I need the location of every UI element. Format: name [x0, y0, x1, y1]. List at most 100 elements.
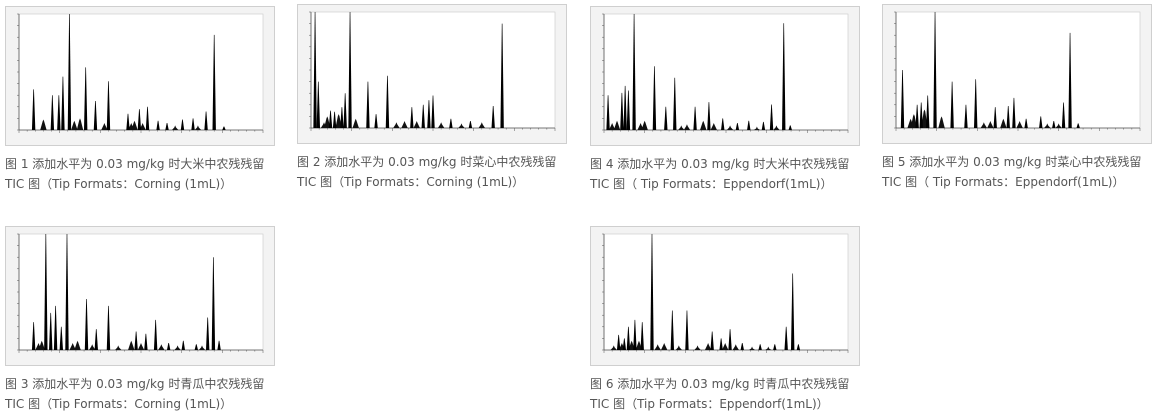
chromatogram-peak [782, 23, 786, 131]
chromatogram-peak [366, 81, 370, 128]
figure-2: 图 2 添加水平为 0.03 mg/kg 时菜心中农残残留 TIC 图（Tip … [297, 4, 567, 192]
chromatogram-peak [181, 340, 185, 350]
chromatogram-peak [1076, 123, 1080, 128]
chromatogram-peak [652, 66, 657, 130]
chromatogram-peak [761, 121, 766, 130]
noise-peak [128, 340, 135, 350]
chromatogram-peak [788, 125, 792, 130]
figure-6: 图 6 添加水平为 0.03 mg/kg 时青瓜中农残残留 TIC 图（Tip … [590, 226, 860, 414]
chromatogram-peak [222, 126, 226, 130]
noise-peak [174, 345, 181, 350]
noise-peak [74, 340, 81, 350]
chromatogram-peak [166, 343, 171, 350]
noise-peak [1044, 123, 1051, 128]
noise-peak [139, 123, 146, 130]
noise-peak [675, 345, 683, 350]
chromatogram-peak [623, 85, 627, 130]
chromatogram-peak [964, 104, 968, 128]
plot-area [603, 13, 849, 131]
chromatogram-peak [427, 100, 431, 128]
noise-peak [198, 345, 206, 350]
noise-peak [654, 344, 661, 350]
chromatogram-peak [796, 344, 801, 350]
chromatogram-peak [784, 326, 788, 350]
noise-peak [700, 120, 707, 130]
chromatogram-peak [217, 340, 221, 350]
tic-chart-1 [5, 6, 275, 146]
chromatogram-peak [328, 110, 333, 128]
chromatogram-peak [993, 107, 997, 128]
chromatogram-peak [93, 101, 98, 130]
chromatogram-peak [740, 343, 744, 350]
figure-5: 图 5 添加水平为 0.03 mg/kg 时菜心中农残残留 TIC 图（ Tip… [882, 4, 1152, 192]
chromatogram-peak [49, 312, 53, 350]
noise-peak [171, 125, 179, 130]
figure-1: 图 1 添加水平为 0.03 mg/kg 时大米中农残残留 TIC 图（Tip … [5, 6, 275, 194]
noise-peak [38, 340, 45, 350]
chromatogram-peak [83, 67, 88, 130]
plot-area [895, 11, 1141, 129]
noise-peak [765, 346, 772, 350]
chromatogram-peak [61, 76, 65, 130]
noise-peak [1016, 121, 1023, 128]
caption-line-1: 图 5 添加水平为 0.03 mg/kg 时菜心中农残残留 [882, 155, 1142, 169]
noise-peak [131, 120, 138, 130]
figure-caption: 图 4 添加水平为 0.03 mg/kg 时大米中农残残留 TIC 图（ Tip… [590, 154, 860, 194]
chromatogram-peak [710, 331, 714, 350]
chromatogram-peak [94, 329, 98, 350]
chromatogram-peak [620, 92, 624, 130]
noise-peak [683, 124, 691, 130]
caption-line-1: 图 4 添加水平为 0.03 mg/kg 时大米中农残残留 [590, 157, 850, 171]
noise-peak [71, 120, 78, 130]
noise-peak [678, 125, 685, 130]
noise-peak [726, 125, 734, 130]
noise-peak [437, 122, 445, 128]
chromatogram-peak [431, 95, 435, 128]
chromatogram-peak [974, 79, 978, 128]
chromatogram-peak [670, 310, 675, 350]
chromatogram-peak [933, 12, 937, 128]
figure-caption: 图 3 添加水平为 0.03 mg/kg 时青瓜中农残残留 TIC 图（Tip … [5, 374, 275, 414]
chromatogram-peak [719, 338, 723, 350]
chromatogram-peak [500, 23, 504, 129]
chromatogram-peak [773, 344, 777, 350]
noise-peak [115, 345, 122, 350]
chromatogram-peak [758, 344, 762, 350]
caption-line-2: TIC 图（ Tip Formats：Eppendorf(1mL)） [590, 177, 833, 191]
chromatogram-peak [204, 111, 208, 130]
chromatogram-peak [106, 81, 111, 130]
chromatogram-peak [1024, 118, 1028, 128]
chromatogram-peak [126, 113, 130, 130]
chromatogram-peak [205, 317, 210, 350]
chromatogram-peak [44, 234, 48, 350]
chromatogram-peak [650, 234, 654, 350]
noise-peak [89, 344, 96, 350]
chromatogram-peak [1006, 105, 1010, 128]
chromatogram-peak [59, 326, 63, 350]
chromatogram-peak [1012, 97, 1016, 128]
noise-peak [352, 118, 359, 128]
chromatogram-peak [153, 319, 158, 350]
chromatogram-peak [410, 107, 414, 128]
noise-peak [324, 116, 331, 128]
chromatogram-peak [790, 273, 795, 350]
chromatogram-peak [421, 104, 425, 128]
noise-peak [458, 123, 465, 128]
chromatogram-peak [374, 114, 378, 128]
figure-caption: 图 6 添加水平为 0.03 mg/kg 时青瓜中农残残留 TIC 图（Tip … [590, 374, 860, 414]
tic-chart-4 [590, 6, 860, 146]
chromatogram-peak [1068, 32, 1072, 128]
chromatogram-peak [385, 75, 390, 128]
chromatogram-peak [50, 95, 55, 130]
noise-peak [910, 114, 918, 128]
chromatogram-peak [449, 118, 453, 128]
chromatogram-peak [313, 12, 317, 128]
chromatogram-peak [156, 120, 160, 130]
caption-line-1: 图 3 添加水平为 0.03 mg/kg 时青瓜中农残残留 [5, 377, 265, 391]
chromatogram-peak [685, 310, 689, 350]
chromatogram-peak [53, 305, 58, 350]
chromatogram-peak [622, 338, 627, 350]
noise-peak [721, 343, 729, 350]
noise-peak [393, 122, 400, 128]
chromatogram-peak [31, 89, 36, 130]
